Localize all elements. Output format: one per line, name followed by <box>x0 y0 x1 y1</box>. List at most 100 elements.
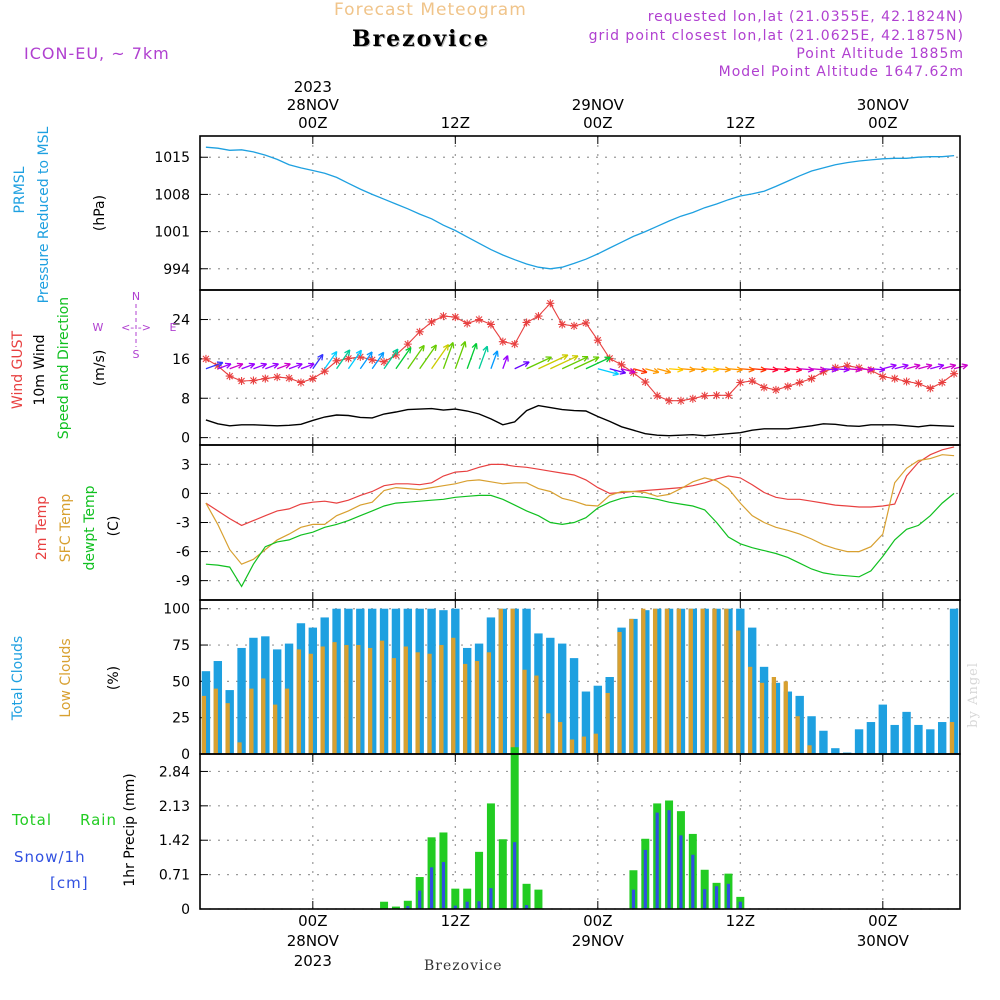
wind-arrow <box>253 363 267 370</box>
total-cloud-bar <box>569 658 579 754</box>
total-cloud-bar <box>593 685 603 754</box>
station-title: Brezovice <box>352 26 490 52</box>
wind-arrow <box>550 355 579 370</box>
y-tick-label: 0 <box>181 486 190 502</box>
low-cloud-bar <box>237 742 242 754</box>
gust-marker <box>581 318 590 327</box>
total-label: Total <box>11 811 52 829</box>
wind-arrow <box>657 368 671 373</box>
gust-marker <box>261 374 270 383</box>
y-tick-label: 1008 <box>154 187 190 203</box>
wind-arrow-head <box>640 367 648 375</box>
bottom-date-label: 29NOV <box>572 932 625 950</box>
low-cloud-bar <box>308 653 313 754</box>
wind-arrow-head <box>664 367 672 375</box>
y-tick-label: 0 <box>181 747 190 763</box>
wind-arrow <box>538 354 569 370</box>
sfc-temp-label: SFC Temp <box>58 494 74 563</box>
total-cloud-bar <box>890 724 899 754</box>
snow-label: Snow/1h <box>14 848 86 866</box>
snow-bar <box>406 906 410 909</box>
total-cloud-bar <box>272 649 282 754</box>
low-cloud-bar <box>700 608 705 754</box>
compass-north: N <box>132 290 140 303</box>
wind-arrow-head <box>937 363 945 370</box>
rain-bar <box>534 889 543 909</box>
total-cloud-bar <box>819 730 828 754</box>
y-tick-label: 0.71 <box>159 868 190 884</box>
low-cloud-bar <box>557 722 563 754</box>
wind-arrow-head <box>392 348 399 356</box>
wind-arrow-head <box>604 356 611 363</box>
gust-marker <box>926 384 935 393</box>
total-cloud-bar <box>831 748 840 754</box>
gust-marker <box>380 357 389 366</box>
y-tick-label: 75 <box>172 638 190 654</box>
dewpt-label: dewpt Temp <box>82 485 98 570</box>
gust-marker <box>593 336 602 345</box>
wind-arrow <box>799 368 814 371</box>
wind-arrow-head <box>879 366 886 373</box>
wind-arrow <box>217 363 232 370</box>
panel-5: 0 0.71 1.42 2.13 2.84 <box>159 754 960 918</box>
low-cloud-bar <box>605 692 610 754</box>
top-hour-label: 00Z <box>298 114 327 132</box>
low-cloud-bar <box>249 688 254 754</box>
total-cloud-bar <box>949 608 959 754</box>
panel-border <box>199 135 961 291</box>
wind-arrow <box>835 368 850 371</box>
wind-arrow <box>847 368 862 371</box>
wind-arrow <box>609 368 626 374</box>
gust-marker <box>498 337 507 346</box>
wind-arrow-head <box>430 344 437 352</box>
wind-arrow-head <box>629 367 636 375</box>
wind-arrow <box>764 368 779 371</box>
model-label: ICON-EU, ~ 7km <box>24 44 170 63</box>
wind-arrow-head <box>331 350 338 358</box>
wind-arrow <box>585 356 611 370</box>
low-cloud-bar <box>629 618 634 754</box>
wind-arrow <box>347 349 362 370</box>
wind-arrow <box>692 368 707 371</box>
gust-marker <box>368 355 377 364</box>
wind-arrow <box>324 351 338 370</box>
gust-marker <box>486 320 495 329</box>
snow-bar <box>643 849 647 909</box>
temp-2m-line <box>205 446 955 527</box>
wind-arrow <box>942 364 956 370</box>
wind-arrow-head <box>561 354 569 361</box>
bottom-hour-label: 12Z <box>726 912 755 930</box>
panel-1: 994 1001 1008 1015 <box>154 136 960 290</box>
gust-marker <box>724 391 733 400</box>
wind-arrow <box>561 356 589 370</box>
wind-arrow-head <box>502 355 509 362</box>
top-hour-label: 00Z <box>868 114 897 132</box>
wind-arrow-head <box>284 362 291 369</box>
gust-marker <box>700 391 709 400</box>
wind-arrow <box>526 356 552 370</box>
gust-marker <box>736 378 745 387</box>
wind-arrow <box>514 361 530 370</box>
snow-bar <box>714 886 719 909</box>
wind-arrow-head <box>355 349 362 357</box>
total-cloud-bar <box>581 691 591 754</box>
low-cloud-bar <box>391 658 397 754</box>
low-cloud-bar <box>462 663 468 754</box>
wind-arrow-head <box>405 346 412 354</box>
gust-marker <box>771 385 780 394</box>
low-cloud-bar <box>807 745 812 754</box>
wind-arrow <box>787 368 802 371</box>
gust-marker <box>688 394 697 403</box>
wind-arrow-head <box>961 363 969 370</box>
wind-arrow <box>490 350 499 369</box>
snow-bar <box>513 842 517 909</box>
snow-unit-label: [cm] <box>50 874 89 892</box>
gust-marker <box>332 356 341 365</box>
model-altitude: Model Point Altitude 1647.62m <box>718 64 964 80</box>
low-cloud-bar <box>356 645 361 754</box>
wind-arrow <box>359 351 373 370</box>
gust-marker <box>748 377 757 386</box>
snow-bar <box>691 854 695 909</box>
